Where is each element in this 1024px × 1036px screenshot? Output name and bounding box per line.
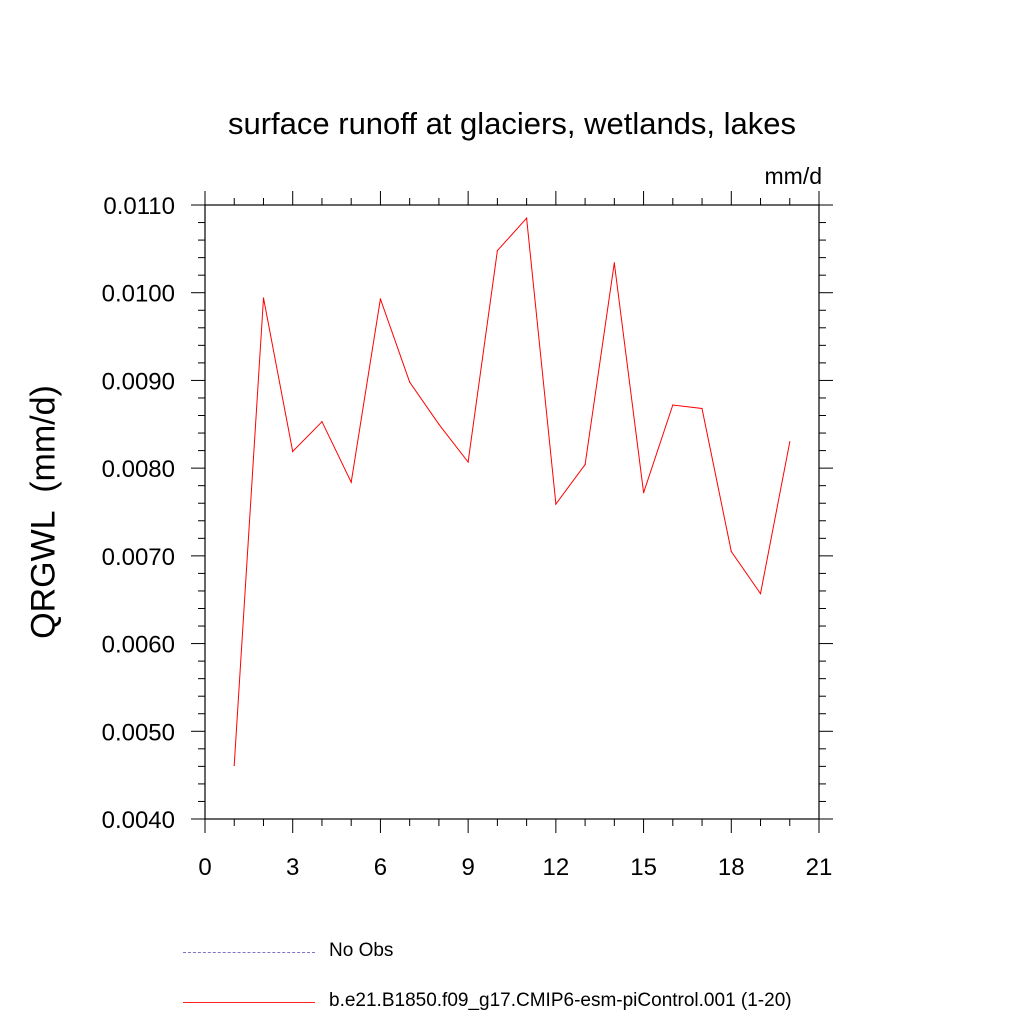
data-point xyxy=(438,423,440,425)
chart-title: surface runoff at glaciers, wetlands, la… xyxy=(227,106,797,141)
legend-label: No Obs xyxy=(329,940,394,961)
x-tick-label: 3 xyxy=(286,854,299,881)
y-tick-label: 0.0060 xyxy=(102,632,175,659)
data-point xyxy=(496,250,498,252)
legend-label: b.e21.B1850.f09_g17.CMIP6-esm-piControl.… xyxy=(329,990,792,1011)
legend: No Obs b.e21.B1850.f09_g17.CMIP6-esm-piC… xyxy=(183,936,883,1036)
data-point xyxy=(379,298,382,300)
legend-item-series: b.e21.B1850.f09_g17.CMIP6-esm-piControl.… xyxy=(183,986,883,1036)
x-tick-label: 0 xyxy=(198,854,211,881)
legend-item-no-obs: No Obs xyxy=(183,936,883,986)
x-tick-label: 12 xyxy=(543,854,570,881)
data-point xyxy=(292,450,294,453)
y-tick-label: 0.0110 xyxy=(103,193,175,220)
y-tick-label: 0.0040 xyxy=(102,807,175,834)
data-point xyxy=(233,764,235,767)
data-point xyxy=(321,421,323,423)
x-tick-label: 15 xyxy=(630,854,657,881)
y-tick-label: 0.0100 xyxy=(102,281,175,308)
data-point xyxy=(613,262,615,264)
legend-swatch-solid xyxy=(183,1002,315,1003)
series-line xyxy=(233,217,791,766)
data-point xyxy=(409,381,411,383)
data-point xyxy=(555,503,557,505)
x-tick-label: 21 xyxy=(806,854,833,881)
data-point xyxy=(642,492,645,494)
plot-frame xyxy=(204,204,820,820)
y-tick-label: 0.0080 xyxy=(102,456,175,483)
data-point xyxy=(262,297,265,299)
data-point xyxy=(467,461,469,463)
y-tick-label: 0.0090 xyxy=(102,368,175,395)
legend-swatch-dashed xyxy=(183,952,315,953)
x-tick-label: 18 xyxy=(718,854,745,881)
data-point xyxy=(759,592,762,595)
x-tick-label: 9 xyxy=(461,854,474,881)
y-tick-label: 0.0050 xyxy=(102,719,175,746)
data-point xyxy=(672,404,674,406)
y-tick-label: 0.0070 xyxy=(102,544,175,571)
x-tick-label: 6 xyxy=(374,854,387,881)
units-label: mm/d xyxy=(764,163,823,189)
data-point xyxy=(701,407,703,410)
data-point xyxy=(789,441,791,443)
data-point xyxy=(350,481,352,483)
data-point xyxy=(526,217,528,219)
data-point xyxy=(584,464,586,466)
data-point xyxy=(730,550,732,553)
